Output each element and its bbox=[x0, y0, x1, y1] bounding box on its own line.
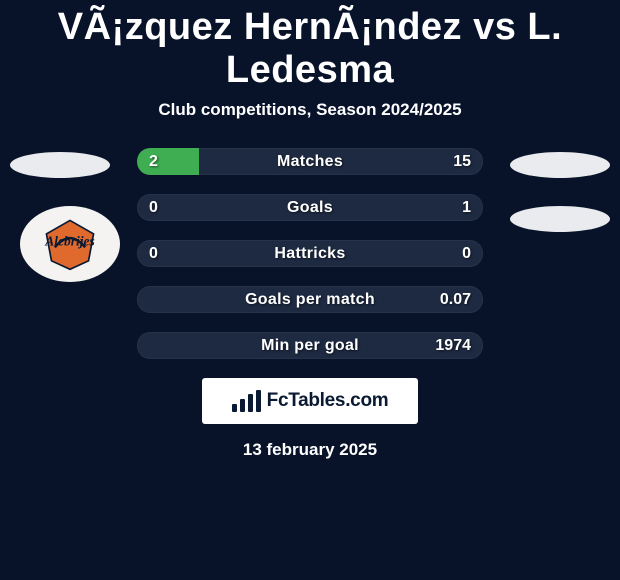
team-logo-right-1 bbox=[510, 152, 610, 178]
alebrijes-script: Alebrijes bbox=[44, 234, 94, 249]
date-text: 13 february 2025 bbox=[0, 440, 620, 460]
stat-row: 2Matches15 bbox=[137, 148, 483, 175]
alebrijes-badge-icon: Alebrijes bbox=[27, 212, 113, 276]
stat-label: Matches bbox=[137, 148, 483, 175]
stat-row: 0Goals1 bbox=[137, 194, 483, 221]
stat-row: 0Hattricks0 bbox=[137, 240, 483, 267]
stat-label: Goals per match bbox=[137, 286, 483, 313]
team-logo-left-1 bbox=[10, 152, 110, 178]
brand-badge: FcTables.com bbox=[202, 378, 418, 424]
comparison-stage: Alebrijes 2Matches150Goals10Hattricks0Go… bbox=[0, 148, 620, 359]
brand-bars-icon bbox=[232, 390, 261, 412]
stat-value-right: 1 bbox=[462, 194, 471, 221]
stat-label: Hattricks bbox=[137, 240, 483, 267]
stat-row: Min per goal1974 bbox=[137, 332, 483, 359]
stat-label: Goals bbox=[137, 194, 483, 221]
stat-value-right: 1974 bbox=[435, 332, 471, 359]
stat-row: Goals per match0.07 bbox=[137, 286, 483, 313]
comparison-bars: 2Matches150Goals10Hattricks0Goals per ma… bbox=[137, 148, 483, 359]
page-title: VÃ¡zquez HernÃ¡ndez vs L. Ledesma bbox=[0, 0, 620, 92]
stat-label: Min per goal bbox=[137, 332, 483, 359]
stat-value-right: 15 bbox=[453, 148, 471, 175]
team-logo-left-2-alebrijes: Alebrijes bbox=[20, 206, 120, 282]
brand-text: FcTables.com bbox=[267, 390, 389, 412]
page-subtitle: Club competitions, Season 2024/2025 bbox=[0, 100, 620, 120]
stat-value-right: 0.07 bbox=[440, 286, 471, 313]
team-logo-right-2 bbox=[510, 206, 610, 232]
stat-value-right: 0 bbox=[462, 240, 471, 267]
